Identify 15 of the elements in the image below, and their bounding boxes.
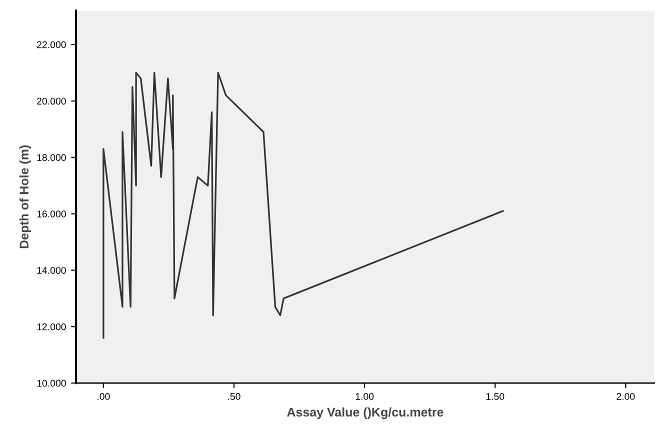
y-tick-label: 22.000 (37, 41, 66, 48)
y-axis-title: Depth of Hole (m) (19, 145, 32, 248)
x-tick-label: .00 (98, 393, 110, 400)
line-series (102, 72, 504, 339)
y-tick-label: 18.000 (37, 154, 66, 162)
y-tick-label: 14.000 (37, 266, 66, 274)
x-tick-label: 1.00 (356, 393, 374, 400)
x-axis-title: Assay Value ()Kg/cu.metre (287, 407, 444, 420)
y-tick-label: 10.000 (37, 380, 66, 387)
x-tick-label: 2.00 (616, 393, 635, 400)
y-tick-label: 12.000 (37, 323, 66, 330)
y-tick-label: 20.000 (37, 98, 66, 105)
y-tick-label: 16.000 (37, 210, 66, 218)
x-tick-label: .50 (228, 393, 240, 400)
x-tick-label: 1.50 (486, 393, 504, 400)
